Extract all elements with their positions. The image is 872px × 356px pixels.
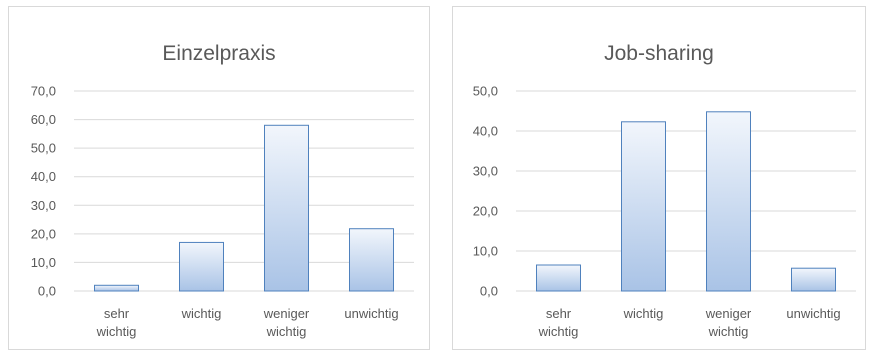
y-tick-label: 10,0 <box>473 244 498 259</box>
x-category-label: sehr <box>104 306 130 321</box>
chart-title: Job-sharing <box>604 42 714 65</box>
chart-title: Einzelpraxis <box>162 42 275 65</box>
y-tick-label: 50,0 <box>473 84 498 99</box>
bar <box>264 124 309 292</box>
x-category-label: wichtig <box>538 324 579 339</box>
x-category-label: unwichtig <box>786 306 840 321</box>
chart-panel-job-sharing: Job-sharing 0,0 10,0 20,0 30,0 40,0 50,0 sehr wi… <box>452 6 866 350</box>
bar <box>621 121 666 292</box>
y-tick-label: 0,0 <box>38 284 56 299</box>
x-category-label: wichtig <box>96 324 137 339</box>
chart-job-sharing: Job-sharing 0,0 10,0 20,0 30,0 40,0 50,0 sehr wi… <box>473 42 856 339</box>
y-tick-label: 40,0 <box>473 124 498 139</box>
y-tick-label: 10,0 <box>31 255 56 270</box>
y-tick-label: 20,0 <box>31 226 56 241</box>
x-category-label: sehr <box>546 306 572 321</box>
bar <box>179 241 224 292</box>
x-category-label: wichtig <box>181 306 222 321</box>
x-category-label: wichtig <box>708 324 749 339</box>
bar <box>94 284 139 292</box>
x-category-label: weniger <box>705 306 752 321</box>
chart-panel-einzelpraxis: Einzelpraxis 0,0 10,0 20,0 30,0 40,0 50,0 60,0 7… <box>8 6 430 350</box>
bar <box>536 264 581 292</box>
y-tick-label: 40,0 <box>31 169 56 184</box>
y-tick-label: 30,0 <box>31 198 56 213</box>
y-tick-label: 50,0 <box>31 141 56 156</box>
x-category-label: weniger <box>263 306 310 321</box>
x-category-label: wichtig <box>266 324 307 339</box>
y-tick-label: 30,0 <box>473 164 498 179</box>
bar <box>706 111 751 292</box>
bar <box>349 228 394 292</box>
x-category-label: unwichtig <box>344 306 398 321</box>
y-tick-label: 20,0 <box>473 204 498 219</box>
y-tick-label: 0,0 <box>480 284 498 299</box>
bar <box>791 267 836 292</box>
y-tick-label: 60,0 <box>31 112 56 127</box>
chart-einzelpraxis: Einzelpraxis 0,0 10,0 20,0 30,0 40,0 50,0 60,0 7… <box>31 42 414 339</box>
x-category-label: wichtig <box>623 306 664 321</box>
y-tick-label: 70,0 <box>31 84 56 99</box>
